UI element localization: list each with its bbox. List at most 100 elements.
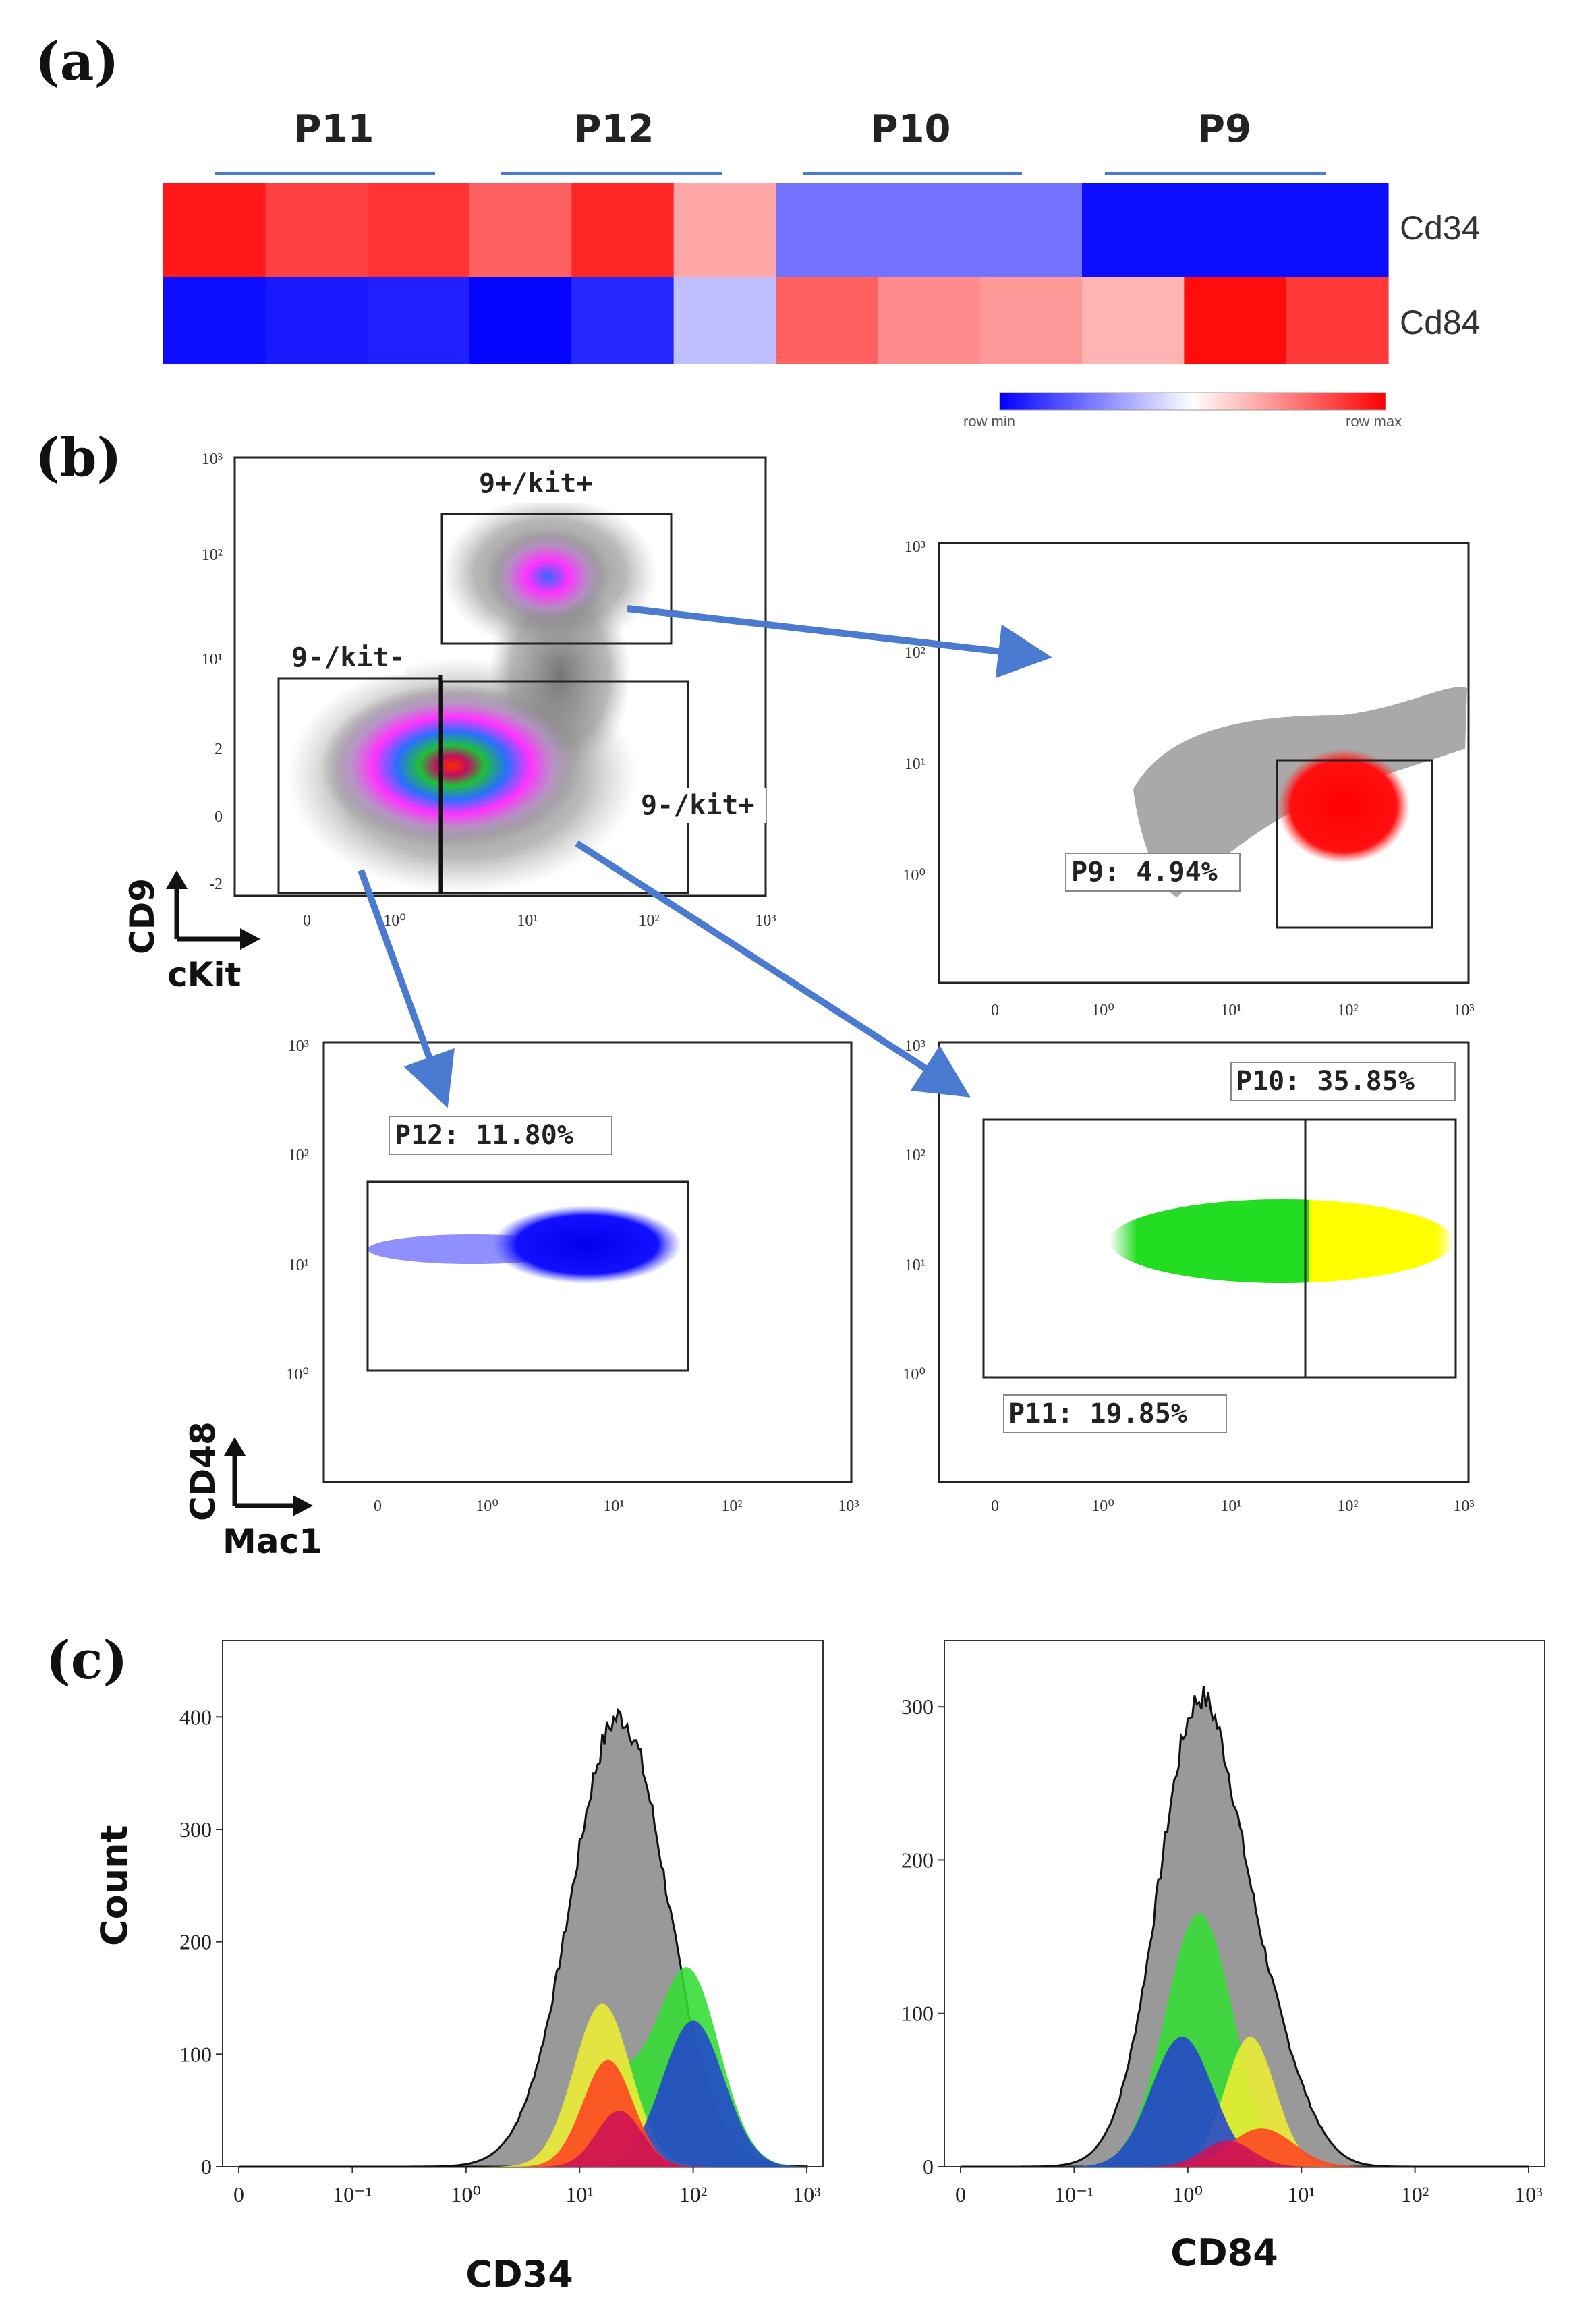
histogram-area-crimson — [961, 2140, 1529, 2167]
x-tick-label: 10¹ — [1287, 2182, 1315, 2207]
heatmap-cell — [979, 183, 1083, 277]
y-axis-label-cd9: CD9 — [123, 878, 162, 955]
x-tick: 10² — [721, 1498, 742, 1515]
plot-main-cd9-ckit: 9+/kit+ 9-/kit- 9-/kit+ 10³ 10² 10¹ 2 0 … — [202, 451, 776, 930]
y-tick-label: 0 — [201, 2155, 212, 2179]
blue-population-p12 — [492, 1205, 681, 1284]
heatmap-cell — [367, 277, 470, 364]
y-tick: 10¹ — [202, 651, 223, 668]
y-tick: 10² — [905, 644, 925, 662]
histogram-area-total — [961, 1686, 1529, 2168]
gate-label-p12: P12: 11.80% — [395, 1120, 573, 1151]
heatmap-cell — [878, 277, 981, 364]
group-label-p10: P10 — [871, 107, 951, 151]
heatmap-color-legend: row min row max — [963, 392, 1402, 430]
y-tick: 10² — [202, 546, 223, 564]
arrow-to-p10-p11 — [575, 840, 971, 1098]
heatmap-cell — [367, 183, 470, 277]
x-tick-label: 10² — [679, 2182, 708, 2207]
group-label-p12: P12 — [574, 107, 654, 151]
x-tick: 10³ — [838, 1498, 859, 1515]
x-tick-label: 10⁻¹ — [333, 2182, 372, 2207]
y-tick: 10³ — [288, 1037, 309, 1055]
x-axis-label-cd84: CD84 — [1170, 2231, 1278, 2274]
heatmap-cell — [469, 277, 572, 364]
x-tick-label: 0 — [233, 2182, 244, 2207]
red-population-p9 — [1278, 749, 1410, 863]
legend-gradient-bar — [999, 392, 1386, 411]
group-label-p11: P11 — [294, 107, 374, 151]
panel-label-b: (b) — [35, 427, 121, 488]
x-tick: 10⁰ — [1091, 1002, 1114, 1019]
histogram-cd34: 0 10⁻¹ 10⁰ 10¹ 10² 10³ 0 100 200 300 400 Count CD3… — [93, 1640, 824, 2296]
heatmap-cell — [673, 277, 776, 364]
heatmap-cell — [979, 277, 1083, 364]
x-tick: 10³ — [1453, 1498, 1474, 1515]
x-tick: 10¹ — [517, 912, 538, 930]
histogram-area-blue — [239, 2020, 807, 2167]
y-tick-label: 100 — [901, 2001, 934, 2026]
histogram-series-cd34: 0 10⁻¹ 10⁰ 10¹ 10² 10³ 0 100 200 300 400 — [179, 1705, 821, 2207]
heatmap-cell — [571, 277, 675, 364]
gate-label-bg — [1003, 1394, 1227, 1433]
x-tick: 0 — [374, 1498, 382, 1515]
arrow-to-p9 — [627, 605, 1052, 679]
plot-frame — [222, 1640, 824, 2167]
x-tick-label: 10³ — [793, 2182, 821, 2207]
gate-p12 — [366, 1180, 689, 1372]
gate-label-bg — [1065, 853, 1241, 892]
x-axis-label-ckit: cKit — [167, 955, 241, 994]
legend-max-label: row max — [1346, 413, 1402, 430]
gate-label-9neg-kitneg: 9-/kit- — [291, 642, 405, 673]
gate-label-p9: P9: 4.94% — [1071, 857, 1218, 888]
heatmap-group-labels: P11 P12 P10 P9 — [215, 107, 1326, 175]
green-yellow-population — [1110, 1199, 1454, 1283]
heatmap-cell — [1286, 277, 1389, 364]
y-tick-label: 400 — [179, 1705, 212, 1729]
axis-indicator-cd9-ckit: CD9 cKit — [123, 870, 260, 994]
heatmap-cell — [1082, 183, 1185, 277]
panel-label-c: (c) — [46, 1630, 127, 1691]
heatmap-cell — [776, 183, 878, 277]
y-tick: 0 — [215, 808, 223, 826]
heatmap-cell — [163, 183, 266, 277]
y-tick-label: 0 — [923, 2155, 934, 2179]
gate-p10-p11 — [982, 1118, 1457, 1379]
x-tick-label: 10⁰ — [451, 2182, 481, 2207]
x-tick: 10³ — [1453, 1002, 1474, 1019]
gate-label-bg-1 — [476, 465, 610, 503]
y-tick: 10³ — [905, 1037, 925, 1055]
heatmap-cell — [1286, 183, 1389, 277]
y-axis-label-count: Count — [93, 1825, 136, 1946]
x-tick: 0 — [303, 912, 311, 930]
histogram-area-yellow — [961, 2037, 1529, 2167]
y-tick: 10¹ — [905, 756, 925, 773]
x-tick: 10¹ — [1220, 1498, 1241, 1515]
gate-label-bg — [1230, 1062, 1456, 1101]
y-tick-label: 100 — [179, 2042, 212, 2066]
heatmap-cell — [878, 183, 981, 277]
arrow-to-p12 — [358, 869, 455, 1108]
histogram-cd84: 0 10⁻¹ 10⁰ 10¹ 10² 10³ 0 100 200 300 CD84 — [901, 1640, 1545, 2274]
x-axis-label-cd34: CD34 — [465, 2253, 573, 2296]
y-tick-label: 200 — [179, 1930, 212, 1954]
gate-p9 — [1276, 759, 1433, 929]
legend-min-label: row min — [963, 413, 1015, 430]
y-tick: 10³ — [202, 451, 223, 468]
x-tick: 10¹ — [1220, 1002, 1241, 1019]
row-label-cd34: Cd34 — [1400, 209, 1481, 247]
density-lower — [320, 685, 583, 847]
gate-label-bg-3 — [637, 788, 766, 823]
x-tick: 10² — [1337, 1002, 1358, 1019]
row-label-cd84: Cd84 — [1400, 304, 1481, 341]
x-tick: 10³ — [755, 912, 776, 930]
heatmap — [163, 183, 1389, 364]
y-axis-label-cd48: CD48 — [183, 1421, 223, 1521]
heatmap-cell — [469, 183, 572, 277]
heatmap-cell — [571, 183, 675, 277]
axis-indicator-cd48-mac1: CD48 Mac1 — [183, 1421, 322, 1561]
x-tick-label: 10⁻¹ — [1054, 2182, 1093, 2207]
x-tick-label: 10¹ — [565, 2182, 594, 2207]
gating-arrows — [358, 605, 1052, 1108]
